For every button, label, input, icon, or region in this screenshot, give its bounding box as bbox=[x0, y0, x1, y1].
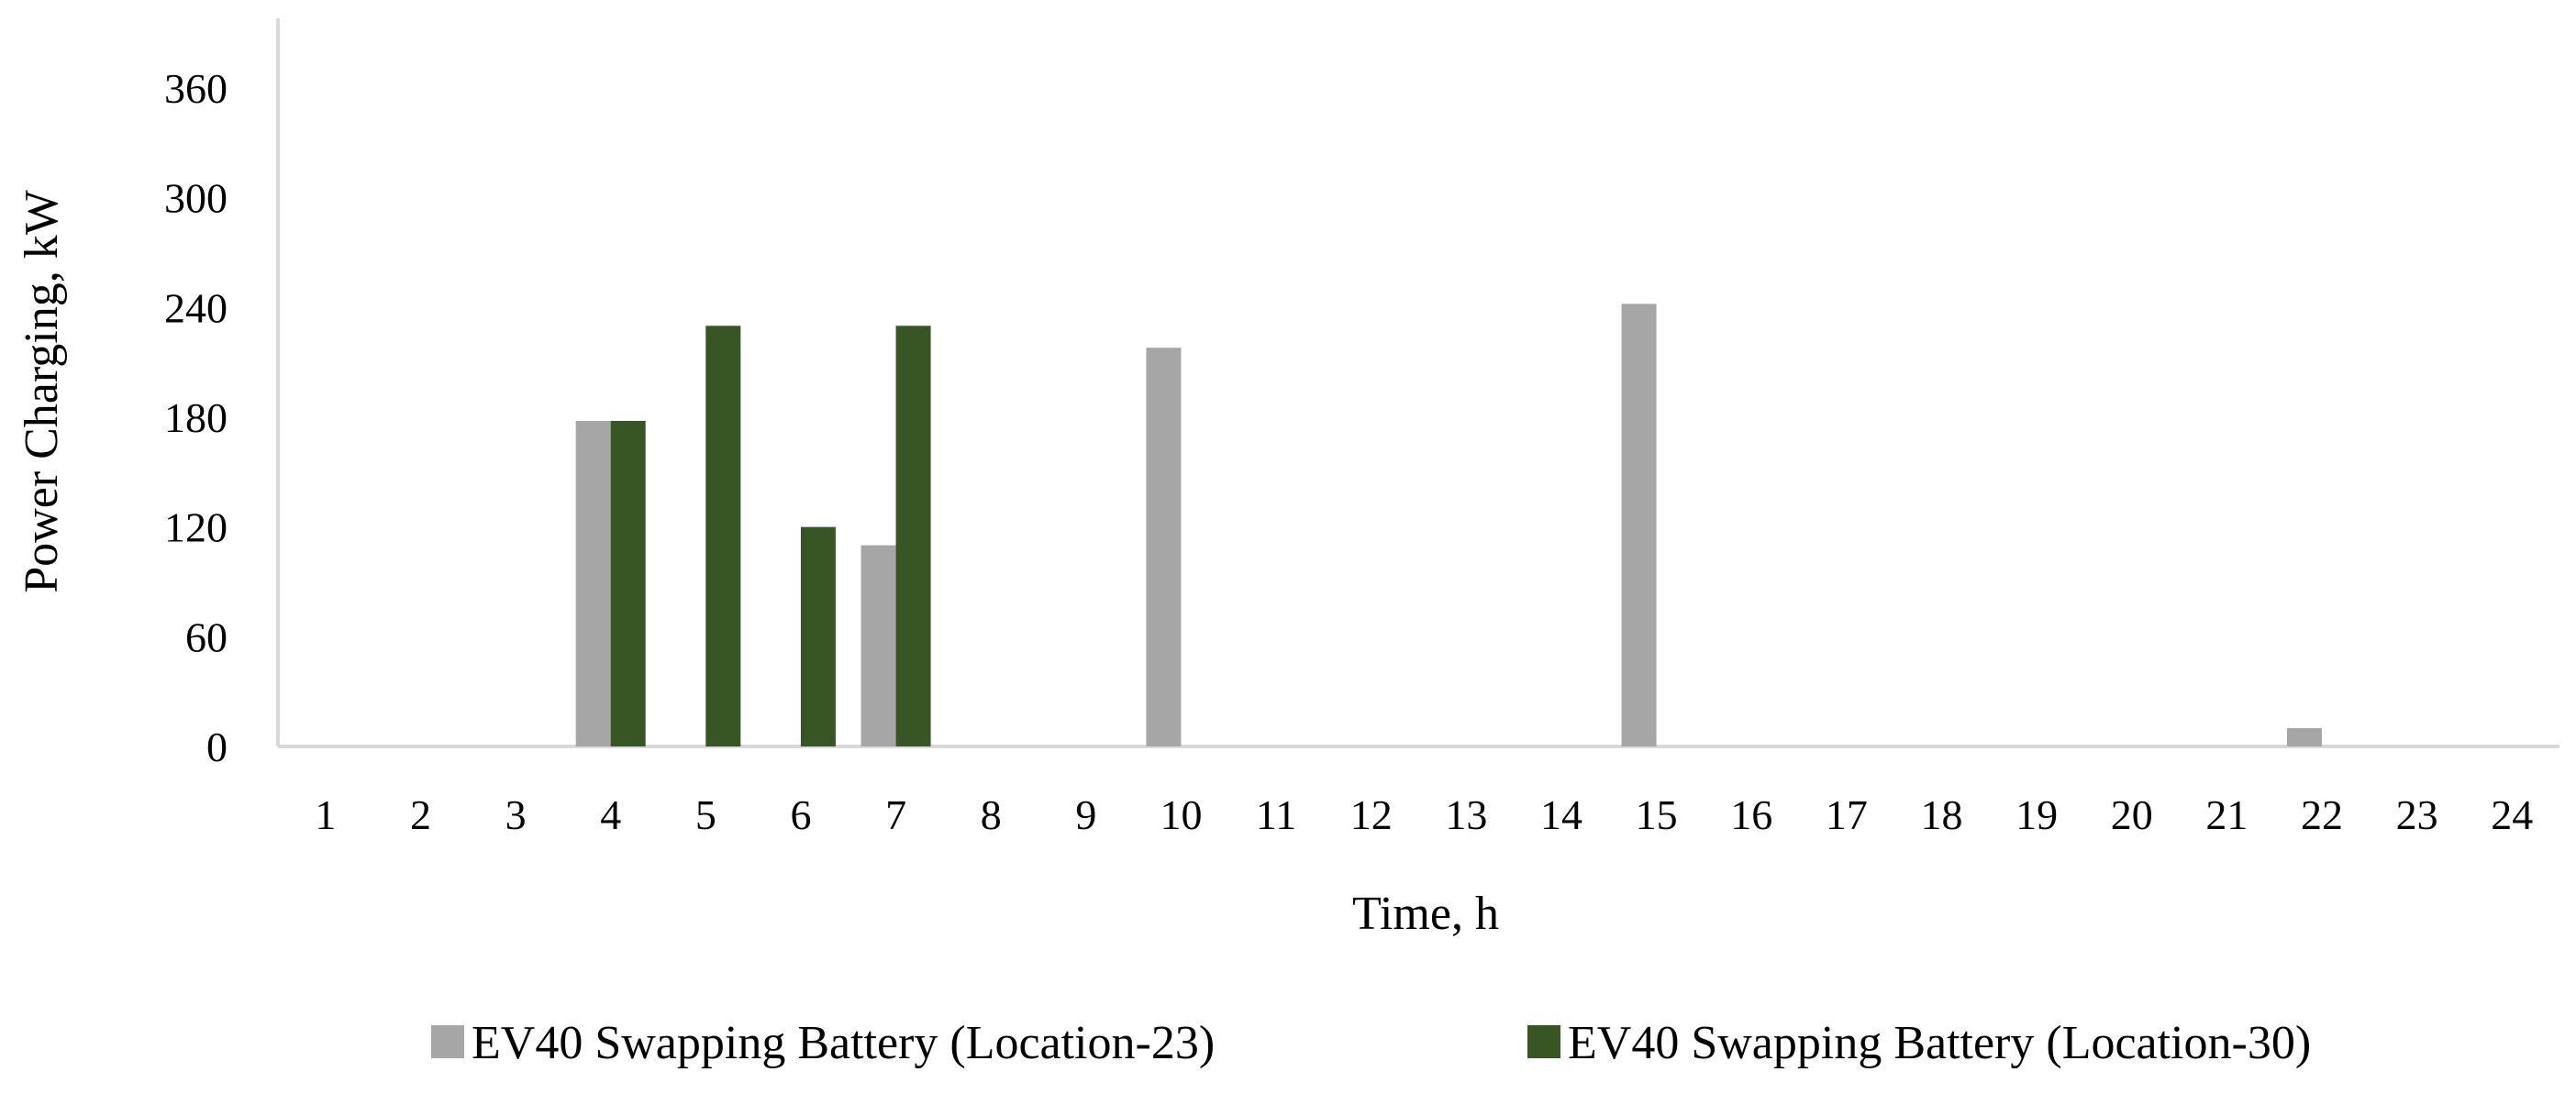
bar-location-30 bbox=[705, 326, 741, 746]
x-tick-label: 9 bbox=[1075, 791, 1096, 838]
x-tick-label: 4 bbox=[600, 791, 621, 838]
y-tick-label: 60 bbox=[185, 613, 228, 660]
bar-location-23 bbox=[2286, 728, 2322, 746]
y-tick-label: 300 bbox=[164, 175, 228, 222]
y-tick-label: 0 bbox=[206, 724, 228, 770]
y-tick-label: 360 bbox=[164, 65, 228, 112]
y-tick-label: 120 bbox=[164, 504, 228, 551]
legend-label: EV40 Swapping Battery (Location-23) bbox=[472, 1017, 1215, 1069]
legend: EV40 Swapping Battery (Location-23) EV40 … bbox=[431, 1017, 2311, 1069]
x-tick-label: 21 bbox=[2205, 791, 2248, 838]
x-tick-label: 23 bbox=[2396, 791, 2438, 838]
x-tick-label: 11 bbox=[1256, 791, 1296, 838]
x-tick-label: 3 bbox=[505, 791, 527, 838]
x-tick-label: 16 bbox=[1730, 791, 1772, 838]
x-tick-label: 13 bbox=[1445, 791, 1487, 838]
x-tick-label: 14 bbox=[1540, 791, 1582, 838]
x-tick-label: 19 bbox=[2015, 791, 2058, 838]
x-tick-label: 15 bbox=[1636, 791, 1678, 838]
x-tick-label: 24 bbox=[2491, 791, 2533, 838]
x-tick-label: 6 bbox=[790, 791, 811, 838]
x-tick-label: 10 bbox=[1160, 791, 1202, 838]
x-tick-labels: 1 2 3 4 5 6 7 8 9 10 11 12 13 14 15 16 17 18 19 20 21 22 23 24 bbox=[315, 791, 2533, 838]
x-tick-label: 7 bbox=[885, 791, 906, 838]
x-axis-title: Time, h bbox=[1352, 888, 1499, 940]
y-axis-title: Power Charging, kW bbox=[16, 190, 68, 593]
bar-location-23 bbox=[575, 420, 611, 746]
bar-location-23 bbox=[861, 545, 896, 746]
x-tick-label: 5 bbox=[695, 791, 716, 838]
y-tick-label: 180 bbox=[164, 394, 228, 441]
bars bbox=[575, 304, 2322, 746]
x-tick-label: 8 bbox=[981, 791, 1002, 838]
x-tick-label: 20 bbox=[2111, 791, 2153, 838]
y-tick-labels: 0 60 120 180 240 300 360 bbox=[164, 65, 228, 770]
x-tick-label: 22 bbox=[2301, 791, 2343, 838]
bar-location-30 bbox=[800, 526, 836, 746]
bar-location-30 bbox=[610, 420, 646, 746]
legend-swatch bbox=[1527, 1025, 1560, 1058]
bar-location-23 bbox=[1621, 304, 1657, 746]
y-tick-label: 240 bbox=[164, 284, 228, 331]
bar-location-23 bbox=[1146, 348, 1182, 746]
legend-swatch bbox=[431, 1025, 464, 1058]
bar-location-30 bbox=[895, 326, 931, 746]
legend-label: EV40 Swapping Battery (Location-30) bbox=[1568, 1017, 2311, 1069]
x-tick-label: 2 bbox=[410, 791, 431, 838]
x-tick-label: 18 bbox=[1920, 791, 1962, 838]
x-tick-label: 12 bbox=[1350, 791, 1393, 838]
x-tick-label: 1 bbox=[315, 791, 336, 838]
x-tick-label: 17 bbox=[1826, 791, 1868, 838]
